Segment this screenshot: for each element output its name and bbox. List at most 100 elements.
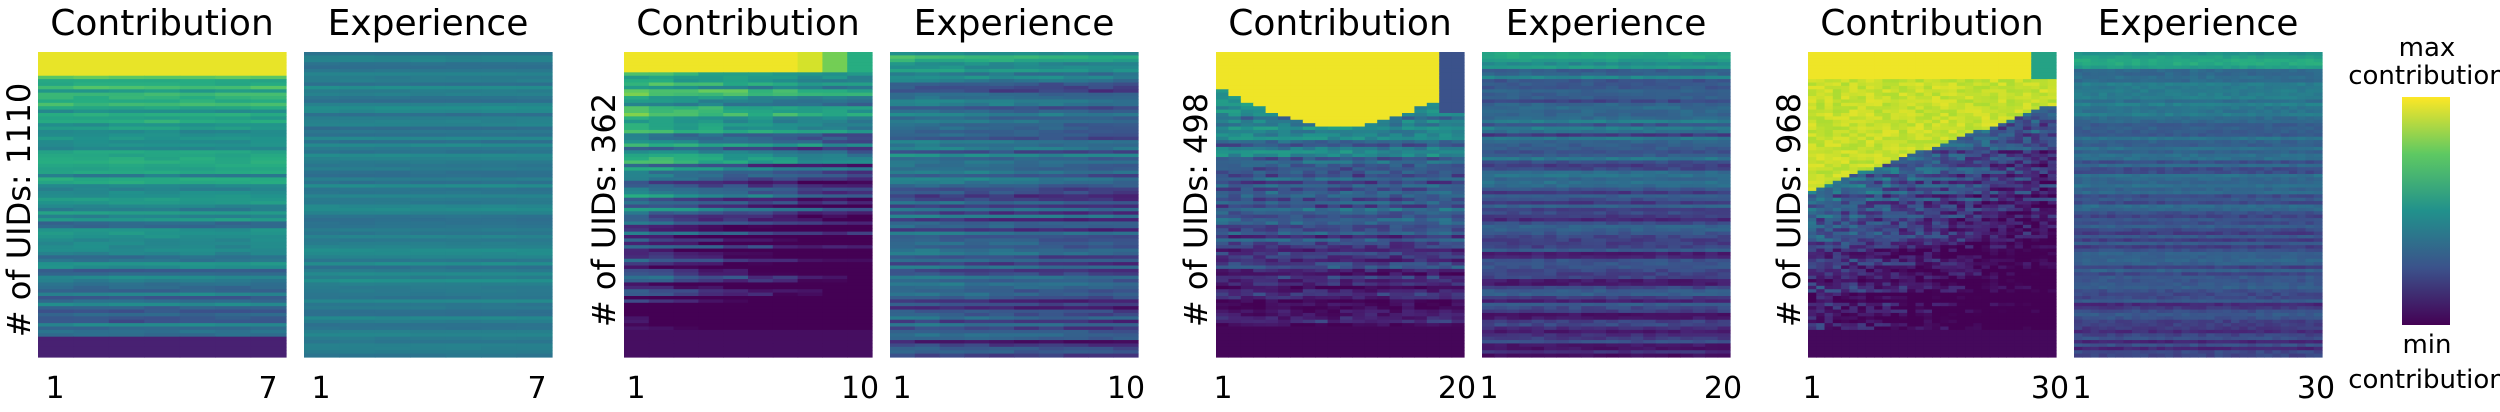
group-3-contribution-heatmap-cell bbox=[1364, 174, 1378, 178]
group-3-contribution-heatmap-cell bbox=[1389, 136, 1403, 141]
group-2-experience-heatmap-cell bbox=[1063, 319, 1089, 324]
group-3-contribution-heatmap-cell bbox=[1414, 170, 1428, 175]
group-2-experience-heatmap-cell bbox=[1014, 238, 1040, 243]
group-2-experience-heatmap-cell bbox=[1113, 306, 1139, 311]
group-2-contribution-heatmap-cell bbox=[698, 106, 724, 111]
group-2-contribution-heatmap-cell bbox=[673, 201, 699, 206]
group-3-contribution-heatmap-cell bbox=[1340, 302, 1353, 307]
group-1-experience-heatmap-cell bbox=[339, 251, 376, 256]
group-3-contribution-heatmap-cell bbox=[1302, 52, 1316, 56]
group-1-experience-heatmap-cell bbox=[304, 82, 341, 87]
group-2-contribution-heatmap-cell bbox=[822, 204, 848, 209]
group-3-contribution-heatmap-cell bbox=[1278, 224, 1291, 229]
group-2-experience-heatmap-cell bbox=[890, 89, 916, 94]
group-2-contribution-heatmap-cell bbox=[822, 65, 848, 70]
group-2-contribution-heatmap-cell bbox=[673, 190, 699, 195]
group-3-contribution-heatmap-cell bbox=[1389, 123, 1403, 128]
group-2-contribution-heatmap-cell bbox=[748, 336, 774, 341]
group-1-experience-heatmap-cell bbox=[339, 326, 376, 331]
group-1-contribution-heatmap-cell bbox=[108, 140, 145, 145]
group-1-experience-heatmap-cell bbox=[481, 316, 518, 321]
group-1-contribution-heatmap-cell bbox=[108, 309, 145, 314]
group-2-experience-heatmap-cell bbox=[914, 68, 941, 73]
group-3-contribution-heatmap-cell bbox=[1216, 316, 1229, 321]
group-3-contribution-heatmap-cell bbox=[1278, 214, 1291, 219]
group-3-contribution-heatmap-cell bbox=[1228, 143, 1242, 148]
group-2-experience-heatmap-cell bbox=[989, 113, 1015, 117]
group-2-experience-heatmap-cell bbox=[914, 79, 941, 84]
group-2-experience-heatmap-cell bbox=[1113, 289, 1139, 294]
group-3-contribution-heatmap-cell bbox=[1402, 258, 1415, 263]
group-1-contribution-heatmap-cell bbox=[215, 187, 252, 192]
group-2-contribution-heatmap-cell bbox=[648, 160, 675, 165]
group-2-contribution-heatmap-cell bbox=[673, 238, 699, 243]
group-3-contribution-heatmap-cell bbox=[1253, 211, 1267, 216]
group-3-contribution-heatmap-cell bbox=[1216, 350, 1229, 355]
group-2-experience-heatmap-cell bbox=[914, 285, 941, 290]
group-2-experience-heatmap-cell bbox=[964, 160, 990, 165]
group-2-experience-heatmap-cell bbox=[964, 163, 990, 168]
group-3-contribution-heatmap-cell bbox=[1414, 157, 1428, 162]
group-2-contribution-heatmap-cell bbox=[847, 207, 873, 212]
group-3-contribution-heatmap-cell bbox=[1302, 79, 1316, 84]
group-3-contribution-heatmap-cell bbox=[1265, 292, 1279, 297]
group-3-contribution-heatmap-cell bbox=[1327, 262, 1341, 267]
group-1-contribution-heatmap-cell bbox=[179, 140, 216, 145]
group-3-experience-heatmap-cell bbox=[1643, 58, 1657, 63]
group-2-experience-heatmap-cell bbox=[1014, 262, 1040, 267]
group-2-contribution-heatmap-cell bbox=[723, 82, 749, 87]
group-3-contribution-heatmap-cell bbox=[1340, 289, 1353, 294]
group-1-contribution-heatmap-cell bbox=[144, 231, 181, 236]
group-3-contribution-heatmap-cell bbox=[1414, 340, 1428, 345]
group-1-experience-heatmap-cell bbox=[445, 319, 482, 324]
group-1-contribution-heatmap-cell bbox=[144, 302, 181, 307]
group-2-contribution-heatmap-cell bbox=[772, 65, 799, 70]
group-2-contribution-heatmap-cell bbox=[648, 177, 675, 182]
group-3-contribution-heatmap-cell bbox=[1377, 329, 1391, 334]
group-3-contribution-heatmap-cell bbox=[1364, 279, 1378, 284]
group-2-experience-heatmap-cell bbox=[1113, 123, 1139, 128]
group-3-contribution-heatmap-cell bbox=[1327, 306, 1341, 311]
group-1-contribution-heatmap-cell bbox=[250, 187, 287, 192]
group-3-contribution-heatmap-cell bbox=[1389, 248, 1403, 253]
group-2-contribution-heatmap-cell bbox=[698, 221, 724, 226]
group-3-contribution-heatmap-cell bbox=[1340, 350, 1353, 355]
group-3-contribution-heatmap-cell bbox=[1278, 292, 1291, 297]
group-1-experience-heatmap-cell bbox=[304, 150, 341, 155]
group-1-contribution-heatmap-cell bbox=[250, 160, 287, 165]
group-3-contribution-heatmap-cell bbox=[1364, 302, 1378, 307]
group-2-contribution-heatmap-cell bbox=[673, 187, 699, 192]
group-2-contribution-heatmap-cell bbox=[822, 333, 848, 338]
group-2-experience-heatmap-cell bbox=[964, 204, 990, 209]
group-2-contribution-heatmap-cell bbox=[723, 184, 749, 189]
group-2-contribution-heatmap-cell bbox=[822, 323, 848, 328]
group-1-experience-heatmap-cell bbox=[339, 333, 376, 338]
group-1-contribution-heatmap-cell bbox=[179, 228, 216, 233]
group-3-contribution-heatmap-cell bbox=[1228, 323, 1242, 328]
group-1-experience-heatmap-cell bbox=[445, 353, 482, 358]
group-3-contribution-heatmap-cell bbox=[1228, 204, 1242, 209]
group-2-experience-heatmap-cell bbox=[989, 133, 1015, 138]
group-2-experience-heatmap-cell bbox=[1063, 174, 1089, 178]
group-3-contribution-heatmap-cell bbox=[1315, 265, 1329, 270]
group-3-contribution-heatmap-cell bbox=[1327, 170, 1341, 175]
group-3-contribution-heatmap-cell bbox=[1340, 109, 1353, 114]
group-2-contribution-heatmap-cell bbox=[624, 323, 650, 328]
group-2-experience-heatmap-cell bbox=[890, 153, 916, 158]
group-1-experience-heatmap-cell bbox=[374, 224, 411, 229]
group-3-contribution-heatmap-cell bbox=[1340, 211, 1353, 216]
group-1-experience-heatmap-cell bbox=[339, 302, 376, 307]
group-3-contribution-heatmap-cell bbox=[1240, 312, 1254, 317]
group-2-contribution-heatmap-cell bbox=[723, 241, 749, 246]
group-1-experience-heatmap-cell bbox=[445, 180, 482, 185]
group-2-experience-heatmap-cell bbox=[1014, 89, 1040, 94]
group-3-contribution-heatmap-cell bbox=[1414, 92, 1428, 97]
group-2-contribution-heatmap-cell bbox=[648, 92, 675, 97]
group-2-contribution-heatmap-cell bbox=[847, 129, 873, 134]
group-2-experience-heatmap-cell bbox=[989, 190, 1015, 195]
group-2-experience-heatmap-cell bbox=[1038, 248, 1065, 253]
group-2-contribution-heatmap-cell bbox=[797, 109, 823, 114]
group-2-experience-heatmap-cell bbox=[1113, 79, 1139, 84]
group-3-contribution-heatmap-cell bbox=[1402, 346, 1415, 351]
group-2-experience-heatmap-cell bbox=[964, 194, 990, 199]
